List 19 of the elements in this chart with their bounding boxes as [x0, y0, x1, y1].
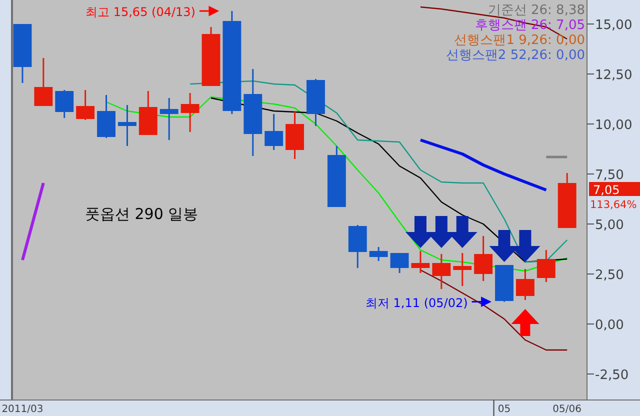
y-tick-label: 10,00 — [595, 118, 632, 133]
y-tick-label: 15,00 — [595, 18, 632, 33]
annotation: 최고 15,65 (04/13) — [86, 5, 196, 19]
y-tick-label: 0,00 — [595, 318, 624, 333]
y-tick-label: 5,00 — [595, 218, 624, 233]
text: 7,05 — [593, 183, 620, 197]
annotation: 선행스팬2 52,26: 0,00 — [446, 48, 585, 63]
y-tick-label: 7,50 — [595, 168, 624, 183]
text: 113,64% — [590, 199, 637, 211]
annotation: 최저 1,11 (05/02) — [365, 296, 468, 310]
x-tick-label: 05 — [498, 404, 511, 415]
y-tick-label: 2,50 — [595, 268, 624, 283]
x-tick-label: 05/06 — [552, 404, 582, 415]
y-tick-label: -2,50 — [595, 368, 629, 383]
y-tick-label: 12,50 — [595, 68, 632, 83]
x-tick-label: 2011/03 — [2, 404, 44, 415]
annotation: 기준선 26: 8,38 — [488, 3, 585, 18]
annotation: 선행스팬1 9,26: 0,00 — [454, 33, 585, 48]
text: 풋옵션 290 일봉 — [85, 205, 198, 223]
